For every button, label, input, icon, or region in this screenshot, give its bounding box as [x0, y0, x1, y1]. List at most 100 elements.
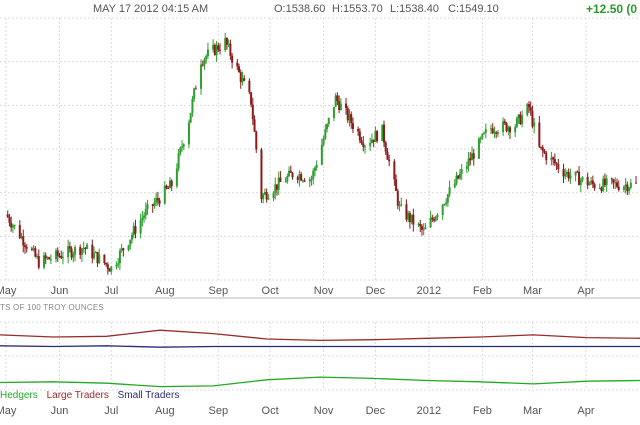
x-tick-label: Nov — [314, 285, 334, 297]
legend-small-traders: Small Traders — [117, 390, 180, 401]
candle-down — [345, 103, 348, 109]
candle-up — [42, 255, 45, 268]
candle-up — [324, 129, 327, 139]
candle-up — [72, 254, 75, 258]
candle-down — [562, 169, 565, 177]
candle-down — [586, 176, 589, 186]
candle-down — [626, 184, 629, 192]
candle-down — [289, 170, 292, 173]
candle-up — [590, 180, 593, 184]
candle-up — [182, 144, 185, 147]
candle-up — [579, 179, 582, 186]
x-tick-label: Dec — [366, 285, 386, 297]
candle-up — [131, 235, 133, 240]
candle-up — [460, 169, 463, 174]
cot-x-tick-label: Mar — [523, 405, 542, 417]
candle-down — [360, 140, 363, 144]
cot-panel-title: TS OF 100 TROY OUNCES — [0, 303, 104, 312]
candle-up — [11, 225, 14, 228]
candle-up — [120, 248, 123, 251]
cot-line-hedgers — [0, 376, 640, 388]
x-tick-label: Jul — [104, 285, 118, 297]
candle-down — [96, 252, 99, 264]
candle-down — [591, 180, 594, 185]
candle-up — [298, 174, 301, 180]
candle-down — [6, 214, 9, 218]
candle-down — [170, 180, 173, 187]
x-tick-label: Mar — [523, 285, 542, 297]
candle-up — [471, 153, 474, 161]
candle-down — [165, 185, 168, 188]
candle-up — [315, 164, 318, 168]
candle-down — [420, 226, 423, 230]
candle-up — [110, 266, 113, 272]
candle-up — [272, 193, 275, 199]
candle-up — [490, 128, 493, 130]
candle-down — [22, 236, 25, 246]
candle-up — [453, 183, 456, 188]
candle-down — [433, 219, 436, 221]
candle-up — [569, 175, 572, 179]
candle-down — [275, 184, 278, 190]
candle-down — [541, 147, 544, 152]
candle-down — [412, 214, 415, 225]
candle-up — [263, 192, 266, 195]
candle-up — [241, 78, 244, 83]
candle-down — [236, 62, 239, 67]
candle-down — [612, 179, 615, 183]
candle-up — [410, 214, 413, 223]
candle-down — [103, 254, 106, 263]
candle-up — [187, 122, 190, 145]
candle-up — [312, 170, 315, 180]
candle-up — [67, 246, 70, 258]
candle-down — [48, 257, 51, 260]
candle-up — [628, 188, 631, 192]
candle-up — [483, 132, 486, 134]
candle-up — [588, 183, 591, 186]
candle-down — [593, 184, 596, 189]
candle-up — [445, 202, 448, 205]
candle-up — [381, 124, 384, 142]
candle-down — [376, 131, 379, 142]
candle-down — [603, 178, 606, 186]
candle-down — [503, 121, 506, 123]
candle-down — [491, 128, 494, 134]
candle-up — [526, 104, 529, 116]
candle-down — [156, 198, 159, 201]
candle-down — [383, 124, 385, 143]
candle-up — [507, 127, 510, 132]
candle-up — [332, 106, 335, 118]
candle-up — [374, 131, 377, 142]
candle-down — [219, 49, 222, 51]
candle-up — [629, 182, 632, 189]
cot-line-large-traders — [0, 329, 640, 342]
candle-down — [527, 104, 530, 108]
candle-down — [229, 43, 232, 56]
candle-up — [322, 138, 325, 145]
candle-up — [434, 216, 437, 221]
candle-up — [212, 44, 215, 50]
header-close: C:1549.10 — [448, 3, 499, 15]
candle-down — [408, 213, 411, 223]
candle-up — [46, 257, 49, 259]
candle-up — [310, 179, 313, 181]
candle-down — [253, 119, 256, 132]
candle-down — [8, 217, 11, 223]
candle-up — [98, 254, 101, 264]
candle-down — [70, 248, 73, 258]
candle-down — [18, 224, 21, 239]
candle-up — [163, 185, 166, 204]
candle-up — [61, 257, 64, 259]
cot-x-tick-label: 2012 — [417, 405, 441, 417]
candle-up — [521, 115, 524, 125]
candle-up — [598, 187, 601, 189]
candle-up — [179, 147, 182, 154]
cot-x-tick-label: Apr — [577, 405, 594, 417]
candle-up — [267, 198, 270, 200]
candle-down — [60, 255, 63, 259]
candle-up — [429, 217, 432, 228]
candle-up — [455, 175, 458, 184]
candle-down — [610, 178, 613, 180]
candle-up — [496, 132, 499, 134]
candle-up — [175, 168, 178, 187]
